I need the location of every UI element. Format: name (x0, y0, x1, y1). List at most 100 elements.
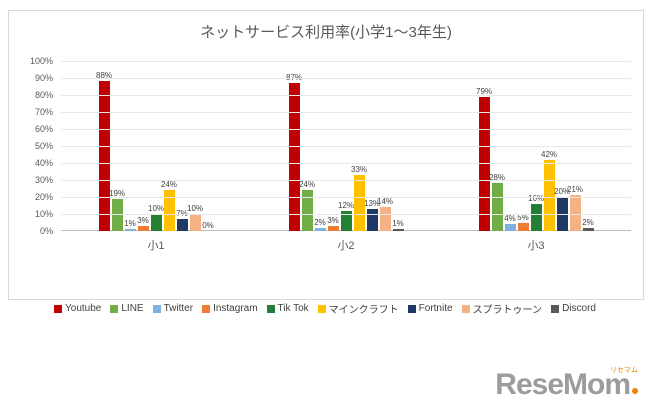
bar-slot: 16% (528, 193, 545, 231)
bar-Fortnite (366, 208, 378, 231)
plot-wrap: 0% 10% 20% 30% 40% 50% 60% 70% 80% 90% 100% 88% 19%… (19, 56, 631, 316)
legend-label: Discord (562, 303, 596, 314)
legend-swatch (202, 304, 211, 313)
value-label: 2% (582, 217, 594, 227)
legend-swatch (551, 304, 560, 313)
legend-swatch (317, 304, 326, 313)
resemom-logo: リセマム ReseMom (495, 367, 638, 402)
bar-スプラトゥーン (569, 195, 581, 231)
bar-slot: 88% (96, 71, 113, 231)
bar-slot: 10% (148, 204, 165, 231)
legend-item: Fortnite (407, 303, 453, 314)
value-label: 1% (124, 219, 136, 229)
bar-Youtube (98, 81, 110, 231)
value-label: 2% (314, 217, 326, 227)
bar-cluster: 87% 24% 2%3% 12% 33% 13%14% 1% (286, 61, 405, 231)
logo-dot-icon (632, 388, 638, 394)
y-axis: 0% 10% 20% 30% 40% 50% 60% 70% 80% 90% 100% (19, 56, 57, 236)
bar-slot: 2% (582, 218, 595, 231)
legend-label: Fortnite (418, 303, 453, 314)
bar-Tik Tok (150, 214, 162, 231)
legend-swatch (54, 304, 63, 313)
bar-group: 87% 24% 2%3% 12% 33% 13%14% 1% 小2 (251, 61, 441, 252)
bar-slot: 5% (517, 212, 530, 231)
y-tick-label: 80% (34, 90, 53, 100)
bar-slot: 24% (299, 180, 315, 231)
bar-slot: 24% (161, 180, 178, 231)
bar-slot: 42% (541, 150, 557, 231)
bar-スプラトゥーン (379, 207, 391, 231)
x-category-label: 小3 (527, 240, 545, 252)
y-tick-label: 40% (34, 158, 53, 168)
value-label: 13% (364, 198, 381, 208)
bar-slot: 1% (392, 219, 405, 231)
value-label: 0% (202, 221, 214, 230)
gridline (61, 197, 631, 198)
value-label: 79% (476, 86, 493, 96)
gridline (61, 129, 631, 130)
value-label: 88% (96, 71, 113, 81)
bar-スプラトゥーン (189, 214, 201, 231)
gridline (61, 78, 631, 79)
bar-slot: 87% (286, 73, 302, 231)
legend-item: Discord (551, 303, 596, 314)
value-label: 14% (377, 197, 394, 207)
gridline (61, 163, 631, 164)
value-label: 10% (187, 204, 204, 213)
legend-item: Tik Tok (266, 303, 309, 314)
value-label: 87% (286, 73, 302, 82)
legend-item: スプラトゥーン (461, 301, 542, 316)
legend-label: Youtube (65, 303, 102, 314)
bar-slot: 79% (476, 86, 493, 231)
bar-slot: 12% (338, 201, 354, 231)
legend-label: Instagram (213, 303, 258, 314)
x-category-label: 小1 (147, 240, 165, 252)
bar-slot: 0% (202, 221, 215, 231)
value-label: 10% (148, 204, 165, 213)
plot-area: 88%19%1%3%10%24%7%10%0%小187%24%2%3%12%33… (61, 61, 631, 252)
bar-マインクラフト (353, 174, 365, 231)
y-tick-label: 100% (29, 56, 53, 66)
bar-slot: 28% (489, 173, 505, 231)
value-label: 24% (161, 180, 178, 190)
y-tick-label: 10% (34, 209, 53, 219)
bar-Instagram (327, 225, 339, 231)
logo-ruby: リセマム (610, 367, 638, 374)
bar-Twitter (314, 227, 326, 231)
value-label: 19% (109, 188, 126, 198)
y-tick-label: 50% (34, 141, 53, 151)
value-label: 3% (137, 215, 149, 225)
bar-slot: 10% (187, 204, 204, 231)
value-label: 16% (528, 193, 545, 203)
legend-label: マインクラフト (328, 305, 399, 316)
gridline (61, 180, 631, 181)
gridline (61, 146, 631, 147)
legend-swatch (110, 304, 119, 313)
bar-Youtube (288, 83, 300, 231)
bar-slot: 1% (124, 219, 137, 231)
value-label: 5% (517, 212, 529, 222)
bar-Instagram (137, 225, 149, 231)
bar-slot: 2% (314, 218, 327, 231)
legend-label: Tik Tok (277, 303, 309, 314)
bar-slot: 14% (377, 197, 394, 231)
bar-LINE (491, 183, 503, 231)
bar-slot: 3% (137, 216, 150, 231)
value-label: 1% (392, 219, 404, 229)
value-label: 33% (351, 164, 368, 174)
legend-swatch (407, 304, 416, 313)
value-label: 20% (554, 187, 571, 196)
y-tick-label: 20% (34, 192, 53, 202)
y-tick-label: 0% (39, 226, 53, 236)
value-label: 21% (567, 185, 584, 195)
bar-Discord (582, 227, 594, 231)
legend: Youtube LINE Twitter Instagram Tik Tok マインクラフ… (19, 301, 631, 316)
legend-label: LINE (121, 303, 144, 314)
legend-swatch (266, 304, 275, 313)
legend-item: LINE (110, 303, 144, 314)
bar-slot: 7% (176, 209, 189, 231)
y-tick-label: 70% (34, 107, 53, 117)
bar-Twitter (124, 229, 136, 231)
bar-slot: 4% (504, 214, 517, 231)
bar-LINE (301, 190, 313, 231)
